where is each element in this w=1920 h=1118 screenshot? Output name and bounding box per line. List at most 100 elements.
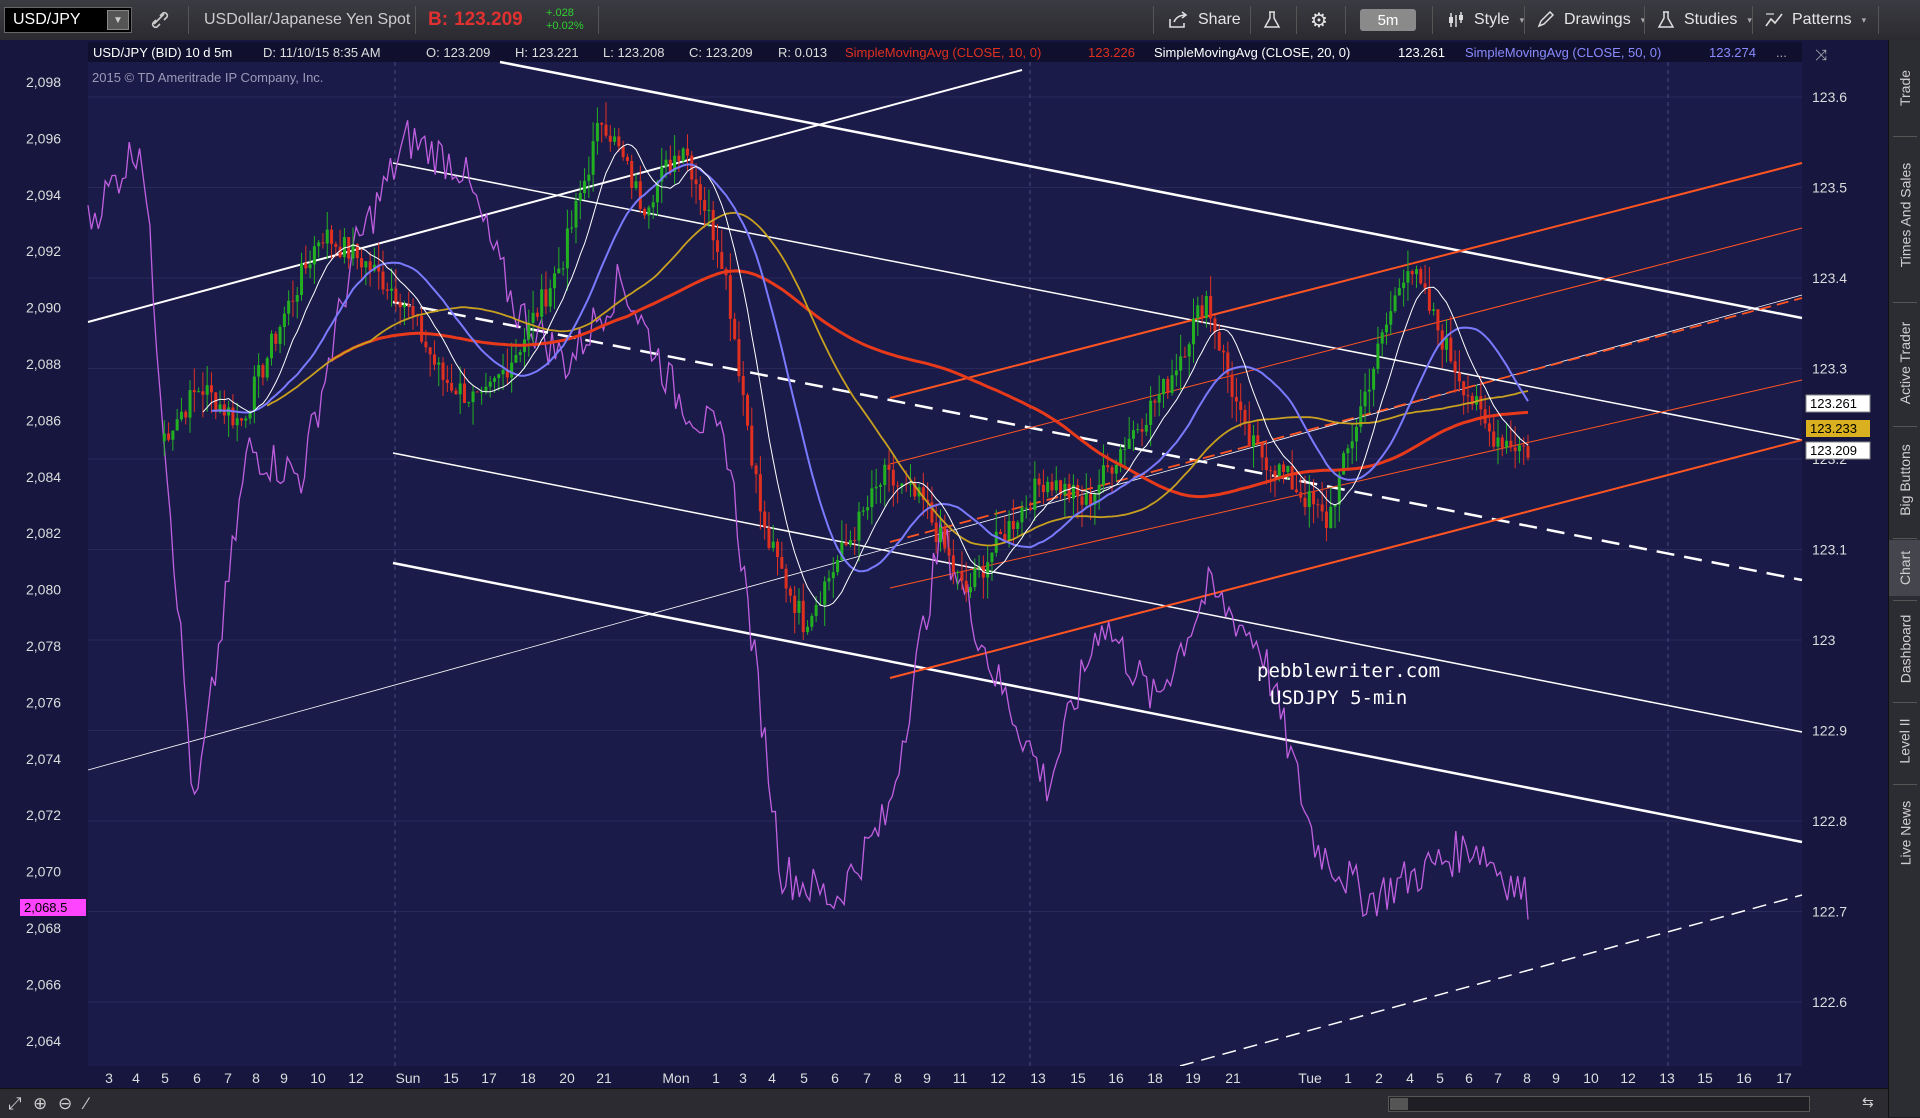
trendline[interactable]: [392, 452, 1803, 733]
sidebar-item-label: Live News: [1897, 800, 1913, 866]
high-readout: H: 123.221: [515, 45, 579, 60]
time-axis-bg: [88, 1066, 1802, 1088]
info-bar-bg: [88, 42, 1802, 62]
orange-channel-line[interactable]: [889, 227, 1803, 465]
orange-channel-line[interactable]: [889, 439, 1803, 679]
time-axis-tick: 1: [712, 1070, 720, 1086]
sidebar-item-trade[interactable]: Trade: [1889, 48, 1920, 128]
candle-body: [570, 227, 574, 229]
more-studies-ellipsis[interactable]: ...: [1776, 45, 1787, 60]
sidebar-item-level-ii[interactable]: Level II: [1889, 706, 1920, 776]
candle-body: [282, 313, 286, 328]
trendline[interactable]: [392, 162, 1803, 441]
orange-channel-line[interactable]: [889, 162, 1803, 399]
drawings-button[interactable]: Drawings ▾: [1536, 0, 1645, 40]
orange-channel-line[interactable]: [889, 297, 1803, 543]
sidebar-item-dashboard[interactable]: Dashboard: [1889, 604, 1920, 694]
share-label: Share: [1198, 11, 1241, 28]
time-axis-tick: 15: [1070, 1070, 1086, 1086]
candle-body: [1161, 378, 1165, 395]
candle-body: [1406, 271, 1410, 283]
link-icon[interactable]: [150, 0, 170, 40]
expand-icon[interactable]: ⇆: [1862, 1094, 1874, 1110]
right-price-axis: 123.6123.5123.4123.3123.2123.1123122.912…: [1812, 89, 1847, 1010]
sidebar-item-label: Chart: [1897, 550, 1914, 586]
candle-body: [677, 155, 681, 161]
price-chart[interactable]: USD/JPY (BID) 10 d 5m D: 11/10/15 8:35 A…: [0, 40, 1888, 1117]
candle-body: [1492, 431, 1496, 447]
flask-button[interactable]: [1262, 0, 1282, 40]
patterns-button[interactable]: Patterns ▾: [1764, 0, 1866, 40]
left-axis-tick: 2,064: [26, 1033, 61, 1049]
timeframe-button[interactable]: 5m: [1360, 9, 1416, 31]
settings-button[interactable]: ⚙: [1310, 0, 1328, 40]
candle-body: [784, 568, 788, 589]
candle-body: [848, 540, 852, 545]
candle-body: [278, 327, 282, 344]
zoom-out-icon[interactable]: ⊖: [58, 1094, 73, 1113]
sidebar-item-times-and-sales[interactable]: Times And Sales: [1889, 140, 1920, 290]
candle-body: [964, 580, 968, 593]
sidebar-item-live-news[interactable]: Live News: [1889, 788, 1920, 878]
time-axis-tick: 11: [953, 1070, 968, 1086]
candle-body: [334, 243, 338, 247]
sidebar-item-active-trader[interactable]: Active Trader: [1889, 308, 1920, 418]
candle-body: [214, 392, 218, 413]
style-button[interactable]: Style ▾: [1446, 0, 1524, 40]
symbol-input[interactable]: USD/JPY ▼: [4, 7, 132, 33]
trend-channel-lines[interactable]: [87, 60, 1803, 1067]
candle-body: [763, 511, 767, 528]
candle-body: [733, 318, 737, 340]
candle-body: [685, 148, 689, 156]
right-axis-tick: 122.9: [1812, 723, 1847, 739]
candle-body: [518, 352, 522, 355]
candle-body: [1059, 480, 1063, 495]
zoom-in-icon[interactable]: ⊕: [33, 1094, 48, 1113]
time-axis-tick: 4: [768, 1070, 776, 1086]
chart-area[interactable]: USD/JPY (BID) 10 d 5m D: 11/10/15 8:35 A…: [0, 40, 1888, 1117]
orange-channel-line[interactable]: [889, 379, 1803, 589]
bid-label: B:: [428, 9, 449, 30]
candle-body: [574, 200, 578, 228]
horizontal-scrollbar[interactable]: [1388, 1096, 1810, 1112]
share-button[interactable]: Share: [1168, 0, 1241, 40]
right-axis-tick: 123.1: [1812, 542, 1847, 558]
candle-body: [844, 542, 848, 545]
candle-body: [475, 391, 479, 393]
scrollbar-thumb[interactable]: [1390, 1098, 1408, 1110]
date-readout: D: 11/10/15 8:35 AM: [263, 45, 381, 60]
candle-body: [587, 174, 591, 181]
left-axis-tick: 2,096: [26, 130, 61, 146]
crosshair-icon[interactable]: ⤨: [1815, 47, 1827, 64]
time-axis-tick: 16: [1736, 1070, 1752, 1086]
candle-body: [690, 155, 694, 180]
candle-body: [681, 148, 685, 161]
candle-body: [1093, 493, 1097, 505]
left-axis-tick: 2,068: [26, 920, 61, 936]
right-axis-tick: 123: [1812, 632, 1836, 648]
candle-body: [866, 507, 870, 511]
drawing-tool-icon[interactable]: ⁄: [85, 1094, 88, 1113]
grid-lines: [88, 96, 1802, 1003]
symbol-dropdown-button[interactable]: ▼: [107, 10, 129, 30]
trendline-dashed[interactable]: [1179, 894, 1803, 1067]
candle-body: [1299, 492, 1303, 498]
sidebar-item-big-buttons[interactable]: Big Buttons: [1889, 430, 1920, 530]
candle-body: [505, 369, 509, 378]
trendline-dashed[interactable]: [392, 300, 1803, 582]
candle-body: [501, 369, 505, 375]
candle-body: [1041, 484, 1045, 493]
time-axis-tick: 5: [161, 1070, 169, 1086]
pan-icon[interactable]: ⤢: [8, 1094, 22, 1113]
trendline[interactable]: [392, 561, 1803, 844]
time-axis-tick: 6: [831, 1070, 839, 1086]
candle-body: [1415, 269, 1419, 275]
sidebar-item-chart[interactable]: Chart: [1889, 540, 1920, 596]
candle-body: [1200, 305, 1204, 318]
studies-button[interactable]: Studies ▾: [1656, 0, 1752, 40]
candle-body: [1016, 522, 1020, 529]
candle-body: [698, 184, 702, 201]
trendline[interactable]: [87, 69, 1023, 323]
trendline[interactable]: [499, 60, 1803, 320]
candle-body: [261, 365, 265, 378]
